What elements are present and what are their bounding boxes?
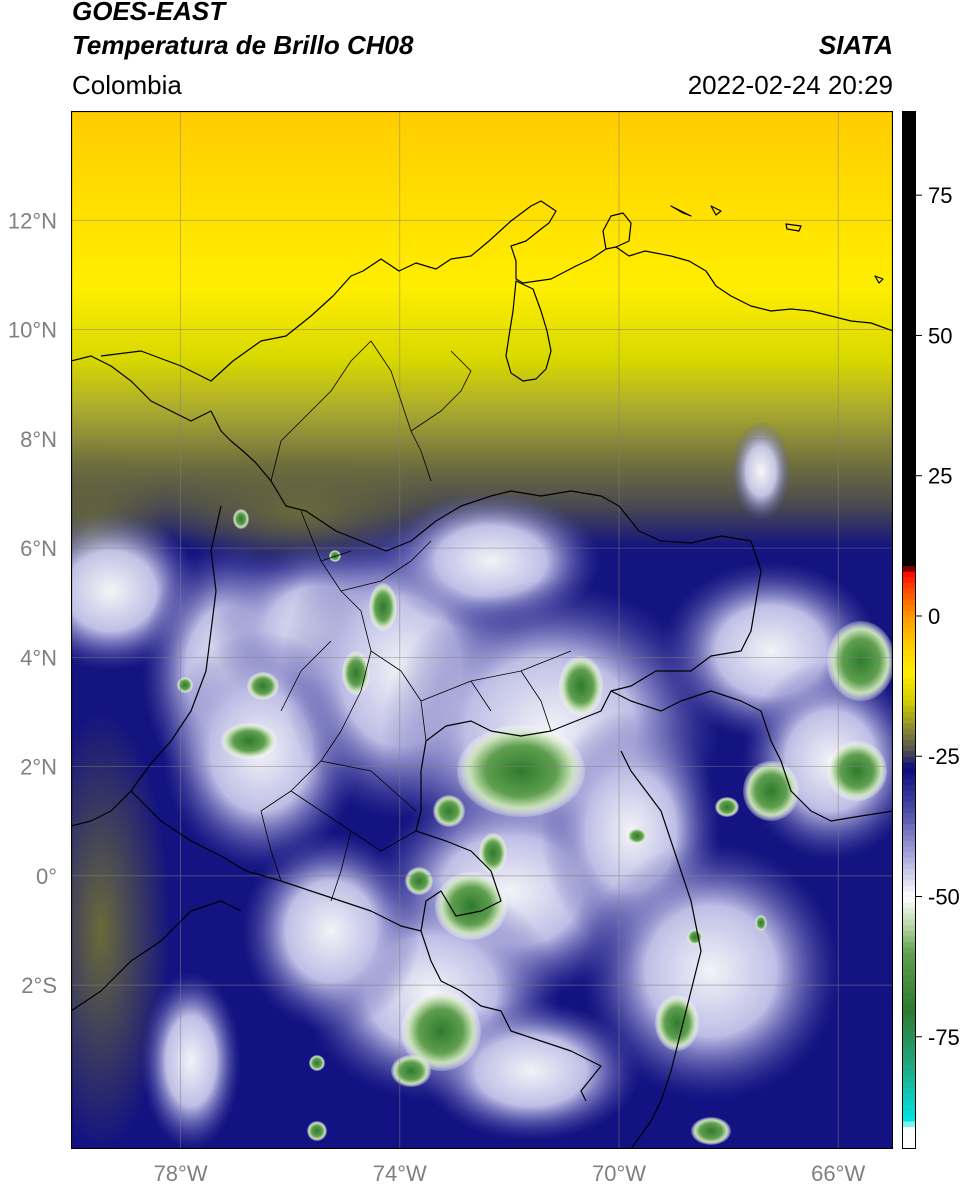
colorbar-tick-label: -25 [928,744,960,769]
lon-tick-label: 78°W [154,1161,208,1186]
convective-cores [177,509,893,1145]
colombia-border [255,462,762,1102]
agency-label: SIATA [818,30,893,60]
lon-tick-label: 70°W [592,1161,646,1186]
region-label: Colombia [72,70,182,100]
lake-maracaibo [505,280,552,382]
colorbar-tick-label: 50 [928,323,952,348]
aruba-curacao-islands [670,205,884,284]
colorbar-tick-label: -50 [928,885,960,910]
product-title: Temperatura de Brillo CH08 [72,30,414,60]
map-canvas [70,110,894,1150]
colorbar-tick-label: 75 [928,183,952,208]
lon-tick-label: 66°W [811,1161,865,1186]
lat-tick-label: 0° [36,864,57,889]
colorbar-tick-label: 0 [928,604,940,629]
satellite-title: GOES-EAST [72,0,226,26]
coastlines-and-borders [71,200,893,1149]
colorbar [902,111,916,1149]
paraguana-peninsula [602,212,632,250]
colorbar-tick-label: 25 [928,464,952,489]
lat-tick-label: 8°N [20,427,57,452]
venezuela-brazil-border [610,690,893,822]
lat-tick-label: 10°N [8,318,57,343]
brightness-temperature-map[interactable] [70,110,894,1150]
pacific-coastline [71,505,222,827]
caribbean-coastline [100,200,893,382]
brazil-internal-border [620,750,702,1149]
lon-tick-label: 74°W [373,1161,427,1186]
map-frame [70,110,894,1150]
department-boundaries [260,340,572,902]
lat-tick-label: 6°N [20,536,57,561]
lat-tick-label: 2°S [21,973,57,998]
peru-border [71,900,242,1012]
darien-coast [71,355,257,464]
timestamp: 2022-02-24 20:29 [687,70,893,100]
lat-tick-label: 4°N [20,645,57,670]
lat-tick-label: 12°N [8,208,57,233]
colorbar-tick-label: -75 [928,1025,960,1050]
lat-tick-label: 2°N [20,755,57,780]
